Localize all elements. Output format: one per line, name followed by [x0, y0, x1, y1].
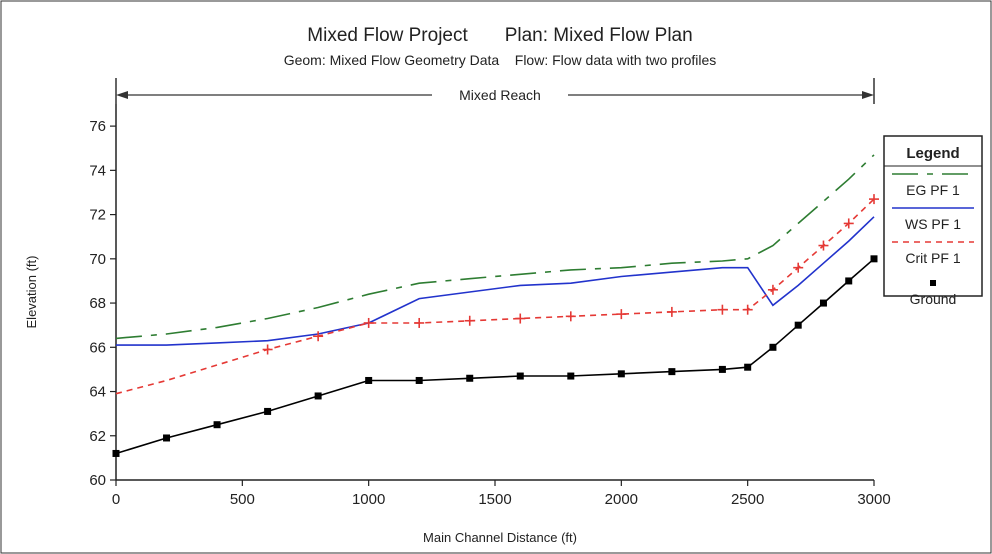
legend-item-ws-pf-1: WS PF 1	[892, 207, 974, 232]
ground-point	[769, 343, 777, 351]
crit-marker	[565, 311, 576, 322]
y-tick-label: 64	[89, 384, 106, 401]
x-tick-label: 3000	[857, 491, 890, 508]
crit-marker	[742, 304, 753, 315]
ground-point	[819, 299, 827, 307]
x-tick-label: 1000	[352, 491, 385, 508]
legend-title: Legend	[906, 145, 959, 162]
legend-label: WS PF 1	[905, 216, 961, 232]
legend-label: Ground	[910, 291, 957, 307]
x-tick-label: 2500	[731, 491, 764, 508]
crit-marker	[414, 317, 425, 328]
ground-point	[264, 407, 272, 415]
x-axis-ticks: 0 500 1000 1500 2000 2500 3000	[112, 480, 891, 508]
ground-point	[744, 363, 752, 371]
legend: Legend EG PF 1 WS PF 1 Crit PF 1 Ground	[883, 135, 983, 307]
x-tick-label: 0	[112, 491, 120, 508]
crit-marker	[869, 194, 879, 205]
ground-point	[112, 449, 120, 457]
series-eg-pf-1	[115, 154, 875, 340]
series-ground	[112, 255, 878, 457]
series-crit-pf-1	[115, 194, 879, 395]
y-tick-label: 72	[89, 207, 106, 224]
legend-label: EG PF 1	[906, 182, 960, 198]
ground-point	[617, 370, 625, 378]
series-line-ws-pf-1	[116, 216, 875, 346]
legend-items: EG PF 1 WS PF 1 Crit PF 1 Ground	[892, 173, 974, 307]
legend-label: Crit PF 1	[905, 250, 960, 266]
crit-marker	[767, 284, 778, 295]
chart-title: Mixed Flow Project Plan: Mixed Flow Plan	[307, 25, 692, 46]
ground-point	[163, 434, 171, 442]
legend-item-eg-pf-1: EG PF 1	[892, 173, 974, 198]
x-axis-label: Main Channel Distance (ft)	[423, 530, 577, 545]
legend-swatch	[930, 280, 936, 286]
series-ws-pf-1	[116, 216, 875, 346]
ground-point	[415, 376, 423, 384]
y-tick-label: 76	[89, 118, 106, 135]
crit-marker	[616, 309, 627, 320]
y-axis-ticks: 60 62 64 66 68 70 72 74 76	[89, 118, 116, 489]
y-tick-label: 62	[89, 428, 106, 445]
ground-point	[794, 321, 802, 329]
ground-point	[845, 277, 853, 285]
crit-marker	[717, 304, 728, 315]
crit-marker	[818, 240, 829, 251]
crit-marker	[363, 317, 374, 328]
y-tick-label: 60	[89, 472, 106, 489]
crit-marker	[262, 344, 273, 355]
series-line-eg-pf-1	[115, 154, 875, 340]
y-tick-label: 68	[89, 295, 106, 312]
y-tick-label: 66	[89, 339, 106, 356]
reach-label: Mixed Reach	[459, 87, 541, 103]
x-tick-label: 1500	[478, 491, 511, 508]
ground-point	[365, 376, 373, 384]
crit-marker	[515, 313, 526, 324]
crit-marker	[666, 306, 677, 317]
ground-point	[718, 365, 726, 373]
legend-item-ground: Ground	[910, 280, 957, 307]
ground-point	[668, 368, 676, 376]
ground-point	[466, 374, 474, 382]
legend-item-crit-pf-1: Crit PF 1	[892, 241, 974, 266]
y-tick-label: 74	[89, 162, 106, 179]
crit-marker	[464, 315, 475, 326]
series-layer	[112, 154, 879, 457]
ground-point	[314, 392, 322, 400]
ground-point	[870, 255, 878, 263]
crit-marker	[793, 262, 804, 273]
y-axis-label: Elevation (ft)	[24, 256, 39, 329]
ground-point	[567, 372, 575, 380]
crit-marker	[313, 331, 324, 342]
legend-box	[883, 135, 983, 297]
x-tick-label: 500	[230, 491, 255, 508]
ground-point	[213, 421, 221, 429]
chart-subtitle: Geom: Mixed Flow Geometry Data Flow: Flo…	[284, 52, 717, 68]
crit-marker	[843, 218, 854, 229]
reach-bracket: Mixed Reach	[115, 78, 875, 104]
y-tick-label: 70	[89, 251, 106, 268]
x-tick-label: 2000	[605, 491, 638, 508]
ground-point	[516, 372, 524, 380]
